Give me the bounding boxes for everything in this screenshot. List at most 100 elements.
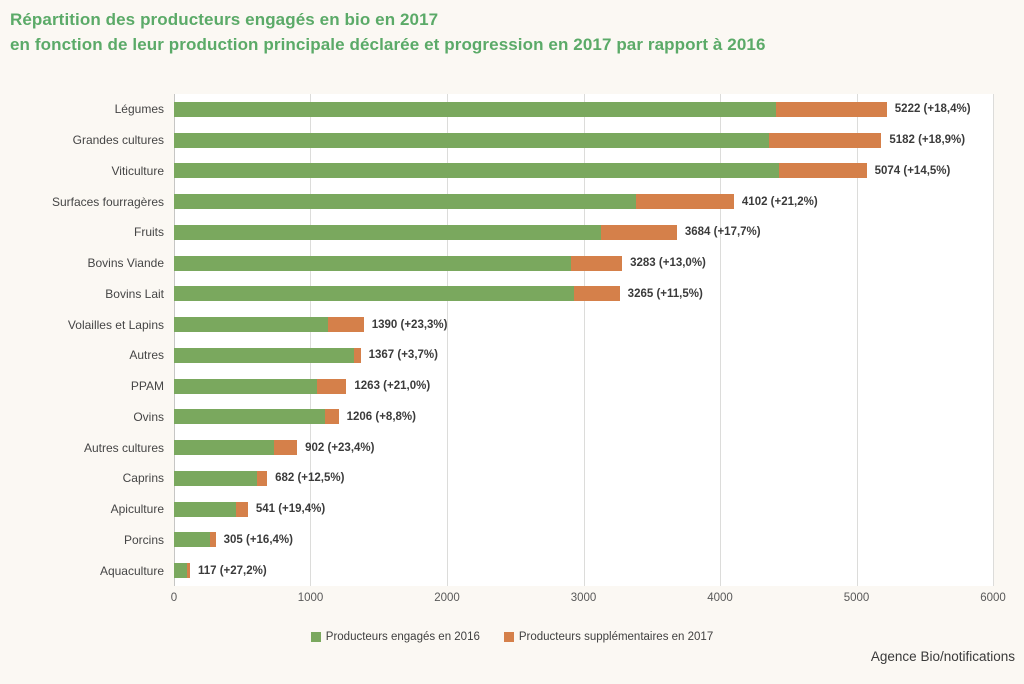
bar-segment-2017 xyxy=(327,317,364,333)
bar-row: Grandes cultures 5182 (+18,9%) xyxy=(73,125,993,156)
value-label: 902 (+23,4%) xyxy=(305,441,375,454)
bar-segment-2016 xyxy=(174,163,779,179)
value-label: 1367 (+3,7%) xyxy=(368,349,438,362)
value-label: 3283 (+13,0%) xyxy=(630,257,706,270)
category-label: Ovins xyxy=(133,409,164,424)
x-axis: 0 1000 2000 3000 4000 5000 6000 xyxy=(170,592,1006,608)
source-credit: Agence Bio/notifications xyxy=(870,649,1015,664)
bar-segment-2017 xyxy=(778,163,867,179)
stacked-bar xyxy=(174,563,190,579)
stacked-bar xyxy=(174,194,734,210)
chart-title-line2: en fonction de leur production principal… xyxy=(10,35,766,54)
stacked-bar xyxy=(174,132,882,148)
bar-row: Autres 1367 (+3,7%) xyxy=(129,340,993,371)
bar-segment-2017 xyxy=(325,409,339,425)
bar-segment-2016 xyxy=(174,224,602,240)
legend-swatch xyxy=(310,632,321,642)
bar-segment-2016 xyxy=(174,101,777,117)
category-label: PPAM xyxy=(130,379,164,394)
x-tick-label: 1000 xyxy=(297,592,324,604)
value-label: 5182 (+18,9%) xyxy=(889,134,966,147)
stacked-bar xyxy=(174,470,268,486)
bar-segment-2017 xyxy=(235,501,248,517)
bar-segment-2017 xyxy=(776,101,887,117)
value-label: 5222 (+18,4%) xyxy=(894,103,971,116)
stacked-bar xyxy=(174,378,347,394)
category-label: Légumes xyxy=(114,102,164,117)
bar-row: Autres cultures 902 (+23,4%) xyxy=(84,432,993,463)
bar-row: Volailles et Lapins 1390 (+23,3%) xyxy=(68,309,993,340)
bar-segment-2016 xyxy=(174,563,187,579)
bar-row: Apiculture 541 (+19,4%) xyxy=(111,494,993,525)
value-label: 305 (+16,4%) xyxy=(223,533,293,546)
x-tick-label: 4000 xyxy=(707,592,733,604)
plot-area: Légumes 5222 (+18,4%) Grandes cultures 5182… xyxy=(52,94,994,586)
bar-segment-2017 xyxy=(768,132,882,148)
value-label: 5074 (+14,5%) xyxy=(874,164,951,177)
bar-segment-2016 xyxy=(174,378,317,394)
category-axis-line xyxy=(174,94,175,586)
value-label: 3684 (+17,7%) xyxy=(684,226,761,239)
value-label: 1390 (+23,3%) xyxy=(371,318,448,331)
stacked-bar xyxy=(174,255,623,271)
bar-segment-2017 xyxy=(316,378,347,394)
category-label: Caprins xyxy=(122,471,164,486)
bar-segment-2016 xyxy=(174,470,257,486)
value-label: 3265 (+11,5%) xyxy=(627,287,703,300)
value-label: 117 (+27,2%) xyxy=(197,564,267,577)
category-label: Porcins xyxy=(123,532,164,547)
bar-row: Porcins 305 (+16,4%) xyxy=(124,525,993,556)
category-label: Bovins Lait xyxy=(105,286,164,301)
chart-title: Répartition des producteurs engagés en b… xyxy=(10,7,766,57)
bar-segment-2016 xyxy=(174,440,274,456)
legend: Producteurs engagés en 2016 Producteurs s… xyxy=(0,631,1024,643)
bar-row: PPAM 1263 (+21,0%) xyxy=(131,371,993,402)
bar-row: Viticulture 5074 (+14,5%) xyxy=(112,156,993,187)
category-label: Autres xyxy=(129,348,164,363)
bar-row: Caprins 682 (+12,5%) xyxy=(123,463,993,494)
category-label: Fruits xyxy=(134,225,164,240)
chart-title-line1: Répartition des producteurs engagés en b… xyxy=(10,10,439,29)
gridline-5000 xyxy=(856,94,858,586)
bar-segment-2016 xyxy=(174,194,636,210)
bar-row: Bovins Lait 3265 (+11,5%) xyxy=(105,279,993,310)
x-tick-label: 6000 xyxy=(980,592,1006,604)
bar-segment-2017 xyxy=(186,563,190,579)
legend-item-2016: Producteurs engagés en 2016 xyxy=(310,631,480,643)
x-tick-label: 0 xyxy=(170,592,178,604)
bar-segment-2017 xyxy=(635,194,734,210)
bar-segment-2016 xyxy=(174,317,328,333)
bar-segment-2017 xyxy=(570,255,623,271)
bar-segment-2017 xyxy=(256,470,268,486)
category-label: Surfaces fourragères xyxy=(51,194,164,209)
category-label: Apiculture xyxy=(110,502,164,517)
stacked-bar xyxy=(174,163,867,179)
bar-segment-2016 xyxy=(174,532,210,548)
category-label: Bovins Viande xyxy=(87,256,165,271)
bar-row: Fruits 3684 (+17,7%) xyxy=(134,217,993,248)
legend-swatch xyxy=(503,632,514,642)
bar-segment-2016 xyxy=(174,255,571,271)
category-label: Aquaculture xyxy=(99,563,164,578)
stacked-bar xyxy=(174,440,298,456)
x-tick-label: 5000 xyxy=(843,592,870,604)
value-label: 682 (+12,5%) xyxy=(275,472,345,485)
bar-row: Ovins 1206 (+8,8%) xyxy=(133,402,993,433)
legend-item-2017: Producteurs supplémentaires en 2017 xyxy=(503,631,713,643)
x-tick-label: 3000 xyxy=(570,592,597,604)
x-tick-label: 2000 xyxy=(434,592,460,604)
bar-segment-2017 xyxy=(601,224,677,240)
bar-row: Bovins Viande 3283 (+13,0%) xyxy=(88,248,993,279)
category-label: Volailles et Lapins xyxy=(67,317,164,332)
stacked-bar xyxy=(174,501,248,517)
value-label: 1206 (+8,8%) xyxy=(346,410,416,423)
bar-row: Légumes 5222 (+18,4%) xyxy=(115,94,993,125)
bar-rows: Légumes 5222 (+18,4%) Grandes cultures 5182… xyxy=(52,94,993,586)
category-label: Autres cultures xyxy=(83,440,164,455)
value-label: 1263 (+21,0%) xyxy=(354,380,431,393)
stacked-bar xyxy=(174,286,620,302)
category-label: Grandes cultures xyxy=(72,133,164,148)
gridline-3000 xyxy=(583,94,585,586)
bar-segment-2016 xyxy=(174,409,326,425)
stacked-bar xyxy=(174,347,361,363)
